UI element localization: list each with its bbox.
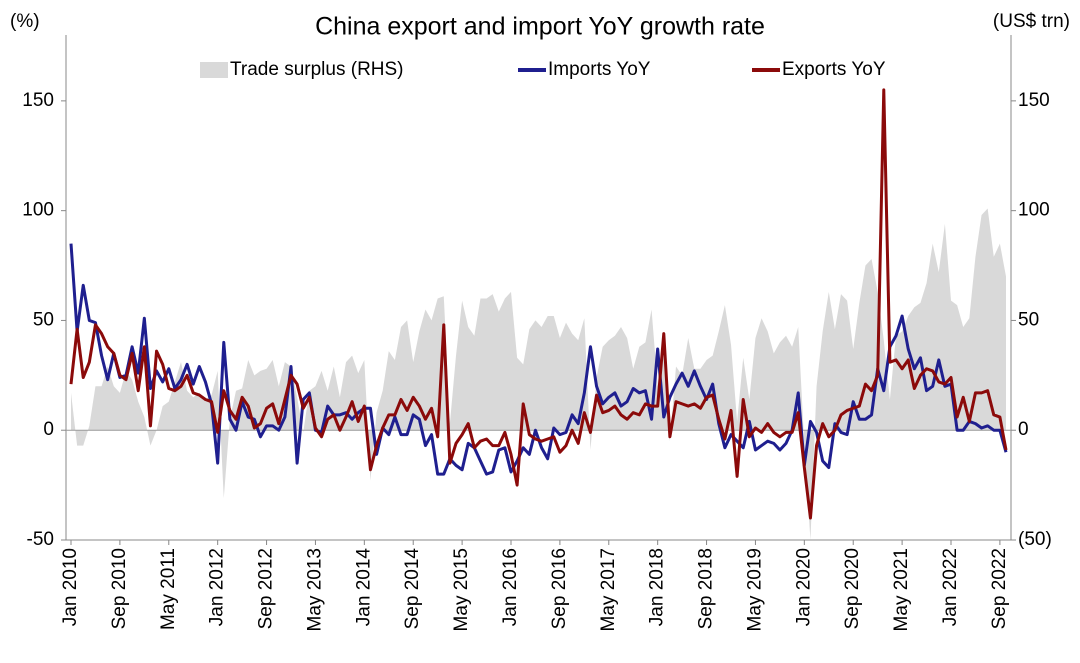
x-tick-label: Jan 2012 — [207, 548, 228, 626]
chart-title: China export and import YoY growth rate — [315, 13, 765, 41]
y-tick-label: 100 — [22, 200, 54, 221]
area — [71, 208, 1006, 540]
x-tick-label: Sep 2010 — [109, 548, 130, 629]
x-tick-label: May 2011 — [158, 548, 179, 630]
x-tick-label: Sep 2022 — [989, 548, 1010, 629]
x-tick-label: Jan 2022 — [940, 548, 961, 626]
y2-tick-label: 150 — [1018, 90, 1050, 111]
x-tick-label: Jan 2016 — [500, 548, 521, 626]
x-tick-label: Jan 2014 — [353, 548, 374, 627]
x-tick-label: Jan 2010 — [60, 548, 81, 626]
y2-tick-label: (50) — [1018, 529, 1052, 550]
legend-label: Trade surplus (RHS) — [230, 59, 404, 80]
x-tick-label: May 2021 — [891, 548, 912, 631]
x-tick-label: Sep 2012 — [256, 548, 277, 629]
y-tick-label: 0 — [43, 419, 54, 440]
y2-axis-label: (US$ trn) — [993, 11, 1070, 32]
y-axis-label: (%) — [10, 11, 40, 32]
legend-swatch — [200, 62, 228, 78]
x-tick-label: May 2019 — [744, 548, 765, 631]
line — [69, 88, 1008, 520]
x-tick-label: May 2013 — [304, 548, 325, 631]
y2-tick-label: 50 — [1018, 309, 1039, 330]
x-tick-label: Sep 2018 — [696, 548, 717, 629]
legend-label: Imports YoY — [548, 59, 651, 80]
y-tick-label: 50 — [33, 309, 54, 330]
y2-tick-label: 100 — [1018, 200, 1050, 221]
legend-label: Exports YoY — [782, 59, 886, 80]
x-tick-label: Sep 2014 — [402, 548, 423, 630]
x-tick-label: May 2015 — [451, 548, 472, 631]
y2-tick-label: 0 — [1018, 419, 1029, 440]
x-tick-label: May 2017 — [598, 548, 619, 631]
y-tick-label: -50 — [27, 529, 54, 550]
x-tick-label: Jan 2020 — [793, 548, 814, 626]
x-tick-label: Sep 2016 — [549, 548, 570, 629]
x-tick-label: Sep 2020 — [842, 548, 863, 629]
y-tick-label: 150 — [22, 90, 54, 111]
x-tick-label: Jan 2018 — [647, 548, 668, 626]
